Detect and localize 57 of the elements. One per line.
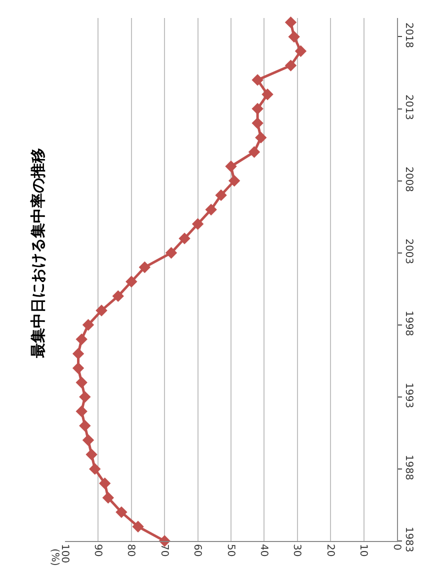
point [112,290,124,302]
point [248,146,260,158]
y-tick-label: 2013 [403,94,414,120]
point [89,463,101,475]
point [178,232,190,244]
point [252,102,264,115]
point [288,30,300,43]
y-tick-label: 2008 [403,166,414,192]
point [76,405,88,418]
point [284,16,297,28]
x-tick-label: 50 [224,544,236,557]
point [228,174,240,187]
point [102,492,114,504]
point [98,478,111,490]
y-tick-label: 1993 [403,382,414,408]
point [116,506,128,518]
point [215,189,227,202]
point [192,218,204,230]
point [79,420,91,432]
y-tick-label: 1983 [403,526,414,552]
point [252,117,264,130]
x-tick-label: 90 [92,544,103,557]
point [72,362,84,374]
point [82,434,94,446]
point [79,391,91,403]
x-tick-label: 10 [358,544,369,557]
x-tick-label: 80 [125,544,136,557]
point [284,60,297,72]
point [205,204,217,216]
point [225,160,237,172]
point [132,520,144,532]
y-tick-label: 2003 [403,238,414,264]
text: (%) [48,548,60,566]
x-tick-label: 40 [258,544,269,557]
point [255,132,267,144]
text: 最集中日における集中率の推移 [29,148,48,359]
point [96,304,108,316]
point [138,261,151,274]
point [126,276,138,288]
x-tick-label: 60 [192,544,203,557]
point [72,348,84,360]
point [76,376,88,388]
point [252,74,264,86]
y-tick-label: 2018 [403,22,414,48]
x-tick-label: 30 [291,544,302,557]
y-tick-label: 1998 [403,310,414,336]
point [82,319,94,331]
point [165,247,178,259]
point [86,448,98,460]
x-tick-label: 20 [324,544,336,557]
x-tick-label: 100 [58,544,70,564]
x-tick-label: 70 [158,544,170,557]
y-tick-label: 1988 [403,454,414,480]
x-tick-label: 0 [390,544,402,550]
point [294,45,307,57]
point [262,88,274,100]
point [76,333,88,346]
